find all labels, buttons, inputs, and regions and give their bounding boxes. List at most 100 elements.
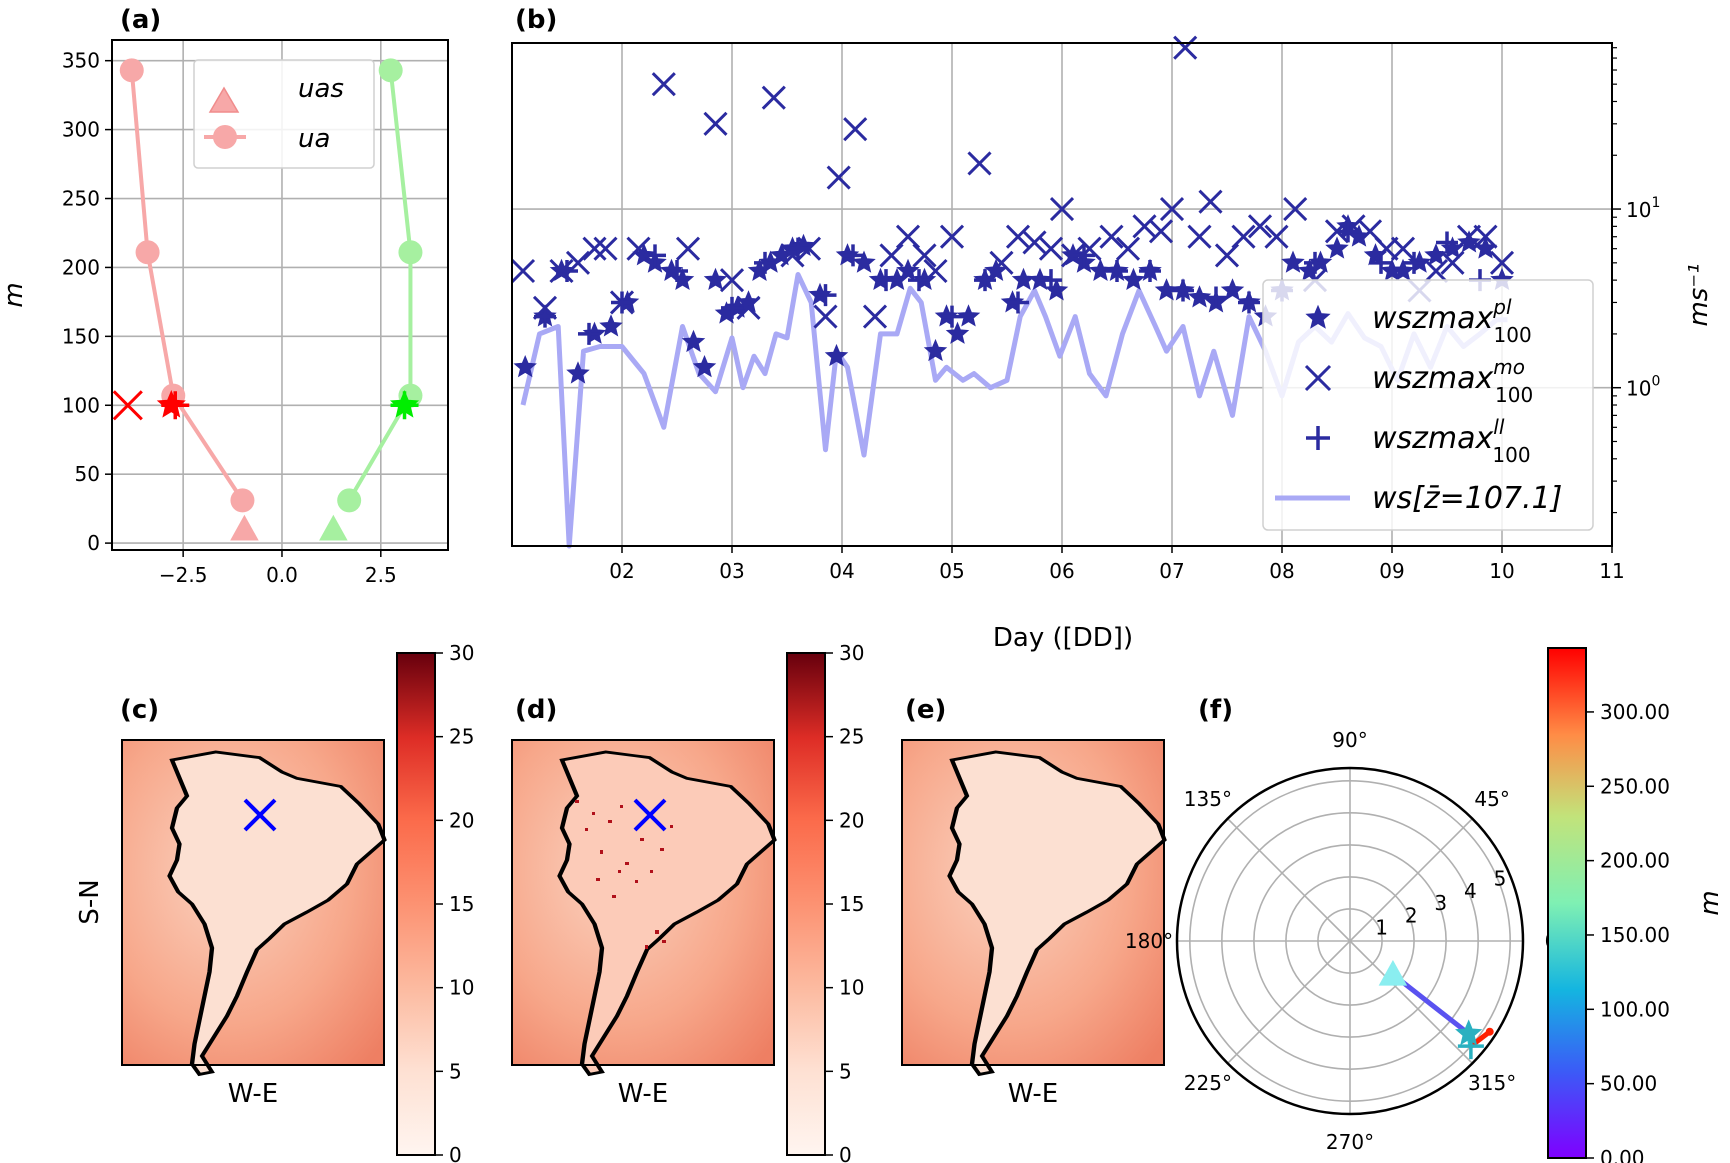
b-x-point — [1132, 214, 1157, 239]
b-x-point — [1423, 258, 1449, 284]
b-plus-point — [556, 260, 578, 283]
b-plus-point — [1436, 231, 1458, 254]
b-star-point — [956, 304, 981, 327]
panel-b-legend-box — [1262, 279, 1594, 531]
cb-c-tick-label: 5 — [449, 1059, 462, 1083]
b-plus-point — [534, 305, 556, 328]
panel-a-legend-box — [193, 59, 375, 169]
f-angle-label: 135° — [1184, 787, 1232, 811]
f-grid-spoke — [1227, 818, 1351, 942]
b-star-point — [703, 267, 728, 291]
cb-c-tick-label: 30 — [449, 641, 474, 665]
b-x-point — [1099, 224, 1124, 249]
b-x-point — [1390, 236, 1416, 261]
panel-d-colorbar-ticks: 0 5 10 15 20 25 30 — [825, 641, 864, 1163]
b-x-point — [862, 304, 888, 329]
b-plus-point — [908, 269, 930, 292]
b-x-point — [703, 111, 728, 136]
f-radial-label: 1 — [1375, 916, 1388, 940]
panel-d-map: (d) W-E 0 5 10 15 20 25 30 — [511, 641, 864, 1163]
panel-c-label: (c) — [120, 695, 159, 725]
panel-a-profile-chart: (a) −2.5 0.0 2.5 0 50 100 150 200 250 300 350 m ua… — [0, 5, 449, 587]
b-x-point — [1005, 224, 1031, 249]
b-x-point — [1198, 189, 1223, 214]
cb-c-tick-label: 0 — [449, 1143, 462, 1163]
b-x-point — [879, 243, 904, 268]
b-star-point — [692, 354, 717, 378]
b-x-point — [813, 304, 838, 329]
panel-c-site-marker — [243, 798, 277, 832]
b-x-point — [1473, 224, 1498, 249]
a-ytick-label: 350 — [62, 49, 100, 73]
a-series-u-line — [129, 70, 245, 502]
panel-c-x-axis-label: W-E — [228, 1079, 278, 1109]
panel-c-frame — [121, 739, 385, 1066]
f-radial-label: 3 — [1434, 891, 1447, 915]
b-xtick-label: 09 — [1379, 559, 1404, 583]
a-ytick-label: 150 — [62, 324, 100, 348]
panel-c-y-axis-label: S-N — [75, 879, 105, 924]
a-ytick-label: 0 — [87, 531, 100, 555]
b-xtick-label: 11 — [1599, 559, 1624, 583]
b-x-point — [1173, 35, 1198, 60]
cb-c-tick-label: 20 — [449, 808, 474, 832]
a-series-v-line — [347, 70, 413, 502]
b-plus-point — [644, 244, 666, 267]
panel-a-legend: uas ua — [193, 59, 375, 169]
b-plus-point — [1073, 244, 1095, 267]
a-100m-plus-marker — [390, 391, 419, 420]
cb-f-tick-label: 300.00 — [1600, 700, 1670, 724]
a-series-u-point — [135, 240, 160, 265]
b-star-point — [670, 267, 695, 291]
a-uas-v-point — [319, 514, 348, 541]
cb-c-tick-label: 25 — [449, 725, 474, 749]
b-x-point — [1247, 214, 1273, 239]
b-x-point — [1341, 214, 1366, 239]
cb-f-tick-label: 0.00 — [1600, 1146, 1645, 1163]
legend-uas-label: uas — [298, 74, 344, 104]
b-x-point — [1159, 196, 1185, 222]
cb-f-tick-label: 150.00 — [1600, 923, 1670, 947]
a-100m-x-marker — [112, 390, 143, 421]
b-x-point — [719, 268, 745, 293]
legend-mo-marker — [1304, 364, 1332, 392]
b-x-point — [1022, 230, 1047, 255]
legend-uas-marker — [208, 86, 240, 113]
b-x-point — [1264, 224, 1289, 249]
f-point-star — [1455, 1019, 1483, 1046]
legend-ll-marker — [1306, 426, 1330, 450]
a-series-u-point — [119, 58, 144, 83]
panel-f-label: (f) — [1198, 695, 1233, 725]
b-star-point — [824, 343, 849, 367]
b-x-point — [1187, 224, 1212, 249]
b-x-point — [582, 236, 607, 261]
b-plus-point — [787, 237, 809, 260]
b-star-point — [1424, 243, 1448, 266]
b-plus-point — [1238, 291, 1260, 314]
b-x-point — [939, 224, 965, 249]
b-star-point — [1011, 267, 1036, 291]
b-star-point — [945, 321, 970, 344]
f-point-point — [1485, 1027, 1494, 1036]
panel-f-colorbar — [1547, 647, 1587, 1159]
cb-f-tick-label: 50.00 — [1600, 1072, 1657, 1096]
a-series-v-point — [337, 488, 362, 513]
b-ytick-label: 101 — [1626, 195, 1660, 222]
f-grid-spoke — [1349, 940, 1473, 1064]
b-star-point — [513, 354, 537, 378]
b-plus-point — [1337, 220, 1359, 243]
legend-ua-label: ua — [298, 124, 330, 154]
panel-d-speckles — [575, 800, 673, 949]
b-plus-point — [1139, 260, 1161, 283]
a-ytick-label: 300 — [62, 118, 100, 142]
cb-f-tick-label: 200.00 — [1600, 849, 1670, 873]
cb-d-tick-label: 30 — [839, 641, 864, 665]
b-plus-point — [1304, 251, 1326, 274]
b-star-point — [852, 250, 876, 273]
b-plus-point — [875, 269, 897, 292]
b-x-point — [593, 236, 618, 261]
panel-a-series — [112, 58, 423, 541]
legend-pl-marker — [1305, 304, 1331, 329]
b-x-point — [1038, 236, 1064, 261]
